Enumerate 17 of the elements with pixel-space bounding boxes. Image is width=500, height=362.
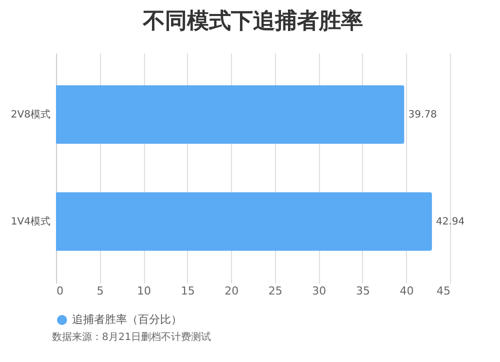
x-tick-label: 20 (224, 284, 239, 298)
x-tick-label: 5 (96, 284, 104, 298)
y-tick-label: 2V8模式 (10, 108, 50, 121)
x-tick-label: 35 (356, 284, 370, 298)
y-tick-label: 1V4模式 (10, 215, 50, 228)
x-tick-label: 15 (180, 284, 195, 298)
x-tick-label: 25 (268, 284, 282, 298)
x-tick-label: 45 (436, 284, 450, 298)
data-label: 39.78 (408, 110, 437, 121)
x-tick-label: 0 (56, 284, 64, 298)
data-label: 42.94 (436, 216, 465, 228)
x-tick-label: 30 (312, 284, 326, 298)
x-tick-label: 10 (137, 284, 152, 298)
chart-title: 不同模式下追捕者胜率 (142, 8, 363, 34)
source-note: 数据来源：8月21日删档不计费测试 (51, 330, 212, 344)
legend-label: 追捕者胜率（百分比） (72, 313, 182, 326)
x-tick-label: 40 (400, 284, 414, 298)
